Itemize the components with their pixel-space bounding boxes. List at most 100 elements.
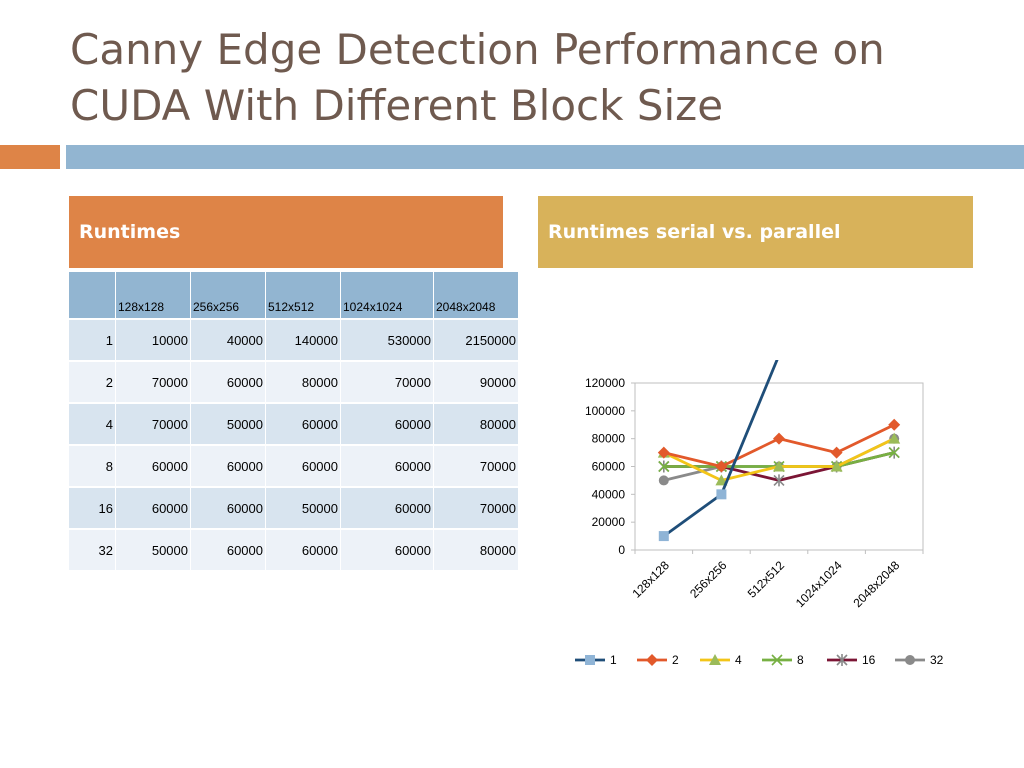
legend-item-1: 1	[575, 653, 617, 667]
x-tick-label: 1024x1024	[793, 558, 845, 610]
column-header: 2048x2048	[433, 272, 519, 319]
table-cell: 80000	[433, 402, 519, 445]
runtime-line-chart: 0 20000 40000 60000 80000 100000 120000 128x128…	[575, 360, 944, 667]
table-cell: 60000	[340, 528, 434, 570]
data-point	[773, 460, 785, 472]
series-line	[662, 360, 779, 538]
table-corner-cell	[69, 272, 116, 319]
table-cell: 70000	[433, 486, 519, 529]
data-point	[830, 446, 843, 459]
table-cell: 80000	[433, 528, 519, 570]
table-cell: 70000	[115, 402, 191, 445]
data-point	[646, 654, 658, 666]
y-tick-label: 20000	[592, 515, 626, 529]
row-label: 4	[69, 402, 116, 445]
data-point	[773, 432, 785, 445]
runtimes-table: 128x128 256x256 512x512 1024x1024 2048x2…	[69, 272, 519, 570]
table-cell: 50000	[115, 528, 191, 570]
row-label: 32	[69, 528, 116, 570]
data-point	[905, 655, 915, 665]
table-cell: 80000	[265, 360, 341, 403]
data-point	[888, 418, 901, 431]
accent-bar-orange	[0, 145, 60, 169]
data-point	[888, 432, 901, 444]
data-point	[771, 654, 783, 666]
table-cell: 60000	[190, 444, 266, 487]
table-cell: 60000	[190, 528, 266, 570]
serial-vs-parallel-header: Runtimes serial vs. parallel	[538, 196, 973, 268]
table-row: 2 70000 60000 80000 70000 90000	[69, 360, 519, 403]
table-row: 8 60000 60000 60000 60000 70000	[69, 444, 519, 487]
y-tick-label: 120000	[585, 376, 625, 390]
column-header: 512x512	[265, 272, 341, 319]
legend-label: 4	[735, 653, 742, 667]
table-row: 4 70000 50000 60000 60000 80000	[69, 402, 519, 445]
table-cell: 60000	[190, 486, 266, 529]
table-cell: 60000	[340, 444, 434, 487]
data-point	[585, 655, 595, 665]
data-point	[773, 474, 785, 487]
table-cell: 90000	[433, 360, 519, 403]
table-cell: 60000	[340, 402, 434, 445]
table-cell: 10000	[115, 318, 191, 361]
x-tick-label: 2048x2048	[850, 558, 902, 610]
table-cell: 60000	[115, 444, 191, 487]
slide-title: Canny Edge Detection Performance on CUDA…	[70, 25, 885, 130]
row-label: 8	[69, 444, 116, 487]
data-point	[658, 531, 669, 542]
y-tick-label: 100000	[585, 404, 625, 418]
y-tick-label: 40000	[592, 487, 626, 501]
y-tick-label: 60000	[592, 460, 626, 474]
row-label: 16	[69, 486, 116, 529]
x-tick-label: 128x128	[629, 558, 672, 601]
data-point	[715, 474, 728, 486]
table-cell: 60000	[190, 360, 266, 403]
table-cell: 70000	[433, 444, 519, 487]
legend-label: 16	[862, 653, 876, 667]
table-cell: 70000	[115, 360, 191, 403]
legend-label: 32	[930, 653, 944, 667]
table-row: 16 60000 60000 50000 60000 70000	[69, 486, 519, 529]
accent-bar-blue	[66, 145, 1024, 169]
table-cell: 60000	[265, 402, 341, 445]
row-label: 1	[69, 318, 116, 361]
column-header: 256x256	[190, 272, 266, 319]
series-2	[657, 418, 901, 473]
row-label: 2	[69, 360, 116, 403]
data-point	[836, 654, 848, 666]
legend-item-2: 2	[637, 653, 679, 667]
column-header: 128x128	[115, 272, 191, 319]
runtimes-header: Runtimes	[69, 196, 503, 268]
x-tick-label: 512x512	[745, 558, 788, 601]
table-row: 32 50000 60000 60000 60000 80000	[69, 528, 519, 570]
table-cell: 50000	[265, 486, 341, 529]
table-cell: 60000	[265, 528, 341, 570]
x-tick-label: 256x256	[687, 558, 730, 601]
table-cell: 60000	[340, 486, 434, 529]
data-point	[715, 460, 728, 473]
table-cell: 140000	[265, 318, 341, 361]
table-cell: 530000	[340, 318, 434, 361]
legend-item-8: 8	[762, 653, 804, 667]
data-point	[658, 475, 669, 486]
legend-item-4: 4	[700, 653, 742, 667]
y-tick-label: 0	[618, 543, 625, 557]
column-header: 1024x1024	[340, 272, 434, 319]
table-header-row: 128x128 256x256 512x512 1024x1024 2048x2…	[69, 272, 519, 319]
table-cell: 60000	[265, 444, 341, 487]
table-cell: 40000	[190, 318, 266, 361]
legend-label: 2	[672, 653, 679, 667]
table-cell: 50000	[190, 402, 266, 445]
table-row: 1 10000 40000 140000 530000 2150000	[69, 318, 519, 361]
data-point	[716, 489, 727, 500]
data-point	[658, 460, 670, 473]
y-tick-label: 80000	[592, 432, 626, 446]
data-point	[657, 446, 670, 459]
data-point	[830, 460, 843, 472]
legend-label: 1	[610, 653, 617, 667]
table-cell: 2150000	[433, 318, 519, 361]
legend-item-32: 32	[895, 653, 944, 667]
legend-item-16: 16	[827, 653, 876, 667]
legend-label: 8	[797, 653, 804, 667]
data-point	[709, 654, 721, 665]
